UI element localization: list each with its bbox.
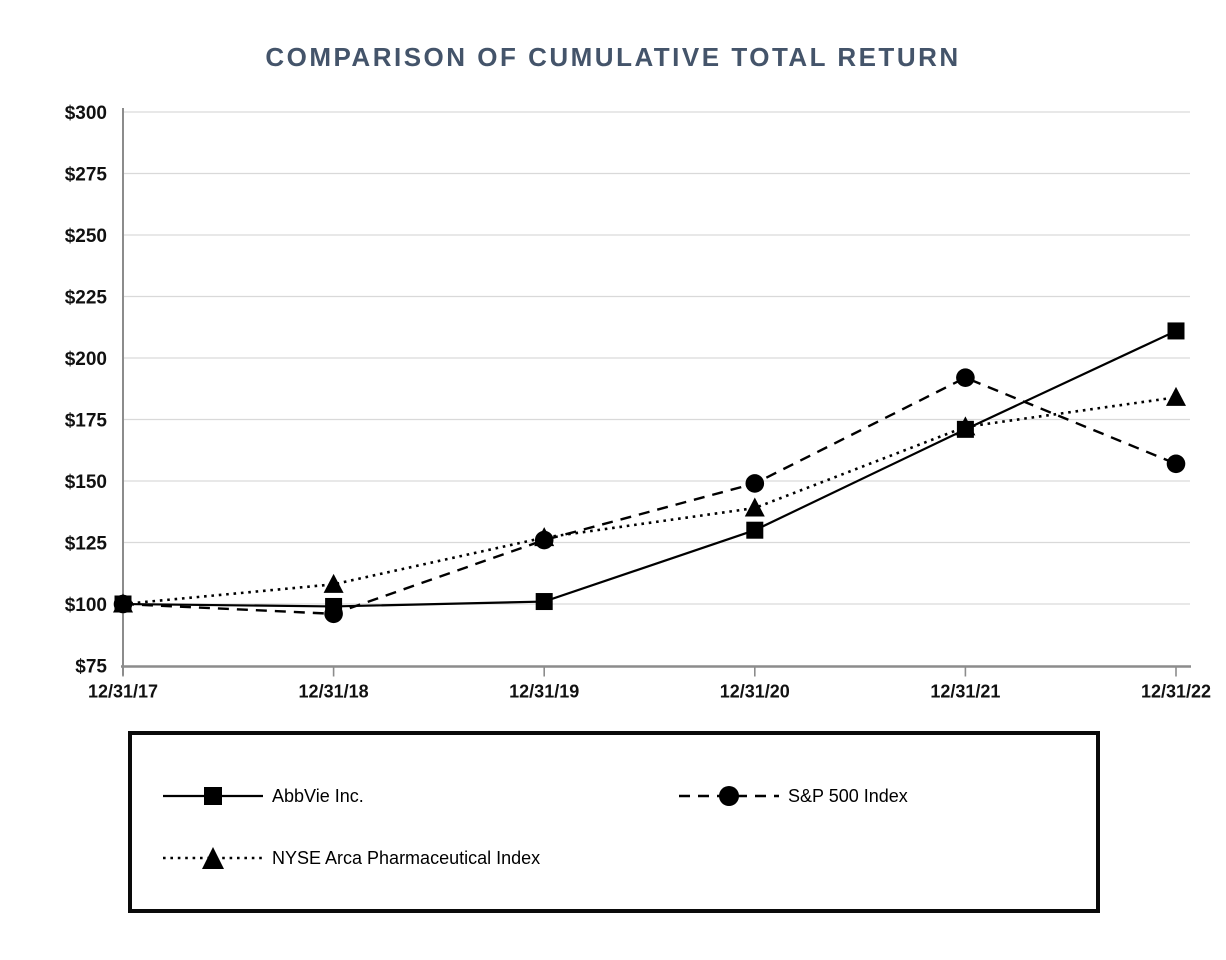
svg-text:$75: $75 <box>75 657 107 678</box>
svg-text:$300: $300 <box>65 103 107 124</box>
svg-text:12/31/17: 12/31/17 <box>88 682 158 702</box>
svg-text:$275: $275 <box>65 165 108 186</box>
legend-item-nyse-arca: NYSE Arca Pharmaceutical Index <box>162 845 540 871</box>
svg-text:12/31/20: 12/31/20 <box>720 682 790 702</box>
svg-text:$200: $200 <box>65 349 107 370</box>
solid-line-square-marker-icon <box>163 787 263 805</box>
svg-text:$250: $250 <box>65 226 107 247</box>
svg-text:12/31/22: 12/31/22 <box>1141 682 1211 702</box>
svg-text:12/31/18: 12/31/18 <box>299 682 369 702</box>
svg-text:$125: $125 <box>65 534 108 555</box>
cumulative-return-line-chart: $75 $100 $125 $150 $175 $200 $225 $250 $275 $300 1… <box>65 103 1211 702</box>
legend-item-abbvie: AbbVie Inc. <box>162 783 364 809</box>
legend-box: AbbVie Inc. S&P 500 Index NYSE Arca Phar… <box>128 731 1100 913</box>
svg-text:12/31/19: 12/31/19 <box>509 682 579 702</box>
legend-label-nyse-arca: NYSE Arca Pharmaceutical Index <box>272 847 541 868</box>
svg-text:$150: $150 <box>65 472 107 493</box>
dotted-line-triangle-marker-icon <box>163 847 263 869</box>
svg-text:$175: $175 <box>65 411 108 432</box>
legend-label-sp500: S&P 500 Index <box>788 785 908 806</box>
legend-label-abbvie: AbbVie Inc. <box>272 785 364 806</box>
svg-text:$100: $100 <box>65 595 107 616</box>
chart-title: COMPARISON OF CUMULATIVE TOTAL RETURN <box>265 42 961 72</box>
dashed-line-circle-marker-icon <box>679 786 779 806</box>
svg-text:12/31/21: 12/31/21 <box>930 682 1000 702</box>
svg-text:$225: $225 <box>65 288 108 309</box>
legend-item-sp500: S&P 500 Index <box>678 783 908 809</box>
